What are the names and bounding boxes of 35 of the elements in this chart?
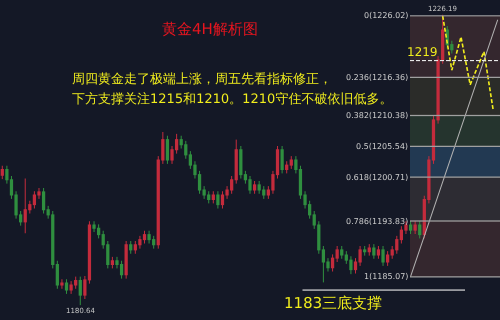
candlestick <box>216 190 220 209</box>
ref-line-label: 1(1185.07) <box>364 272 408 281</box>
ref-line-label: 0.382(1210.38) <box>346 111 408 120</box>
ref-line-label: 0.618(1200.71) <box>346 173 408 182</box>
annotation: 下方支撑关注1215和1210。1210守住不破依旧低多。 <box>72 91 392 107</box>
candlestick <box>64 278 68 294</box>
candlestick <box>408 220 412 234</box>
text: 周四黄金走了极端上涨，周五先看指标修正， <box>72 72 332 87</box>
candlestick <box>414 220 417 234</box>
candlestick <box>418 220 422 239</box>
candlestick <box>0 165 4 180</box>
candlestick <box>252 180 256 194</box>
candlestick <box>368 244 371 256</box>
candlestick <box>120 260 124 280</box>
candlestick <box>60 278 64 290</box>
candlestick <box>124 240 128 280</box>
ref-line-label: 0.5(1205.54) <box>356 142 408 151</box>
candlestick <box>372 244 376 260</box>
candlestick <box>381 246 385 266</box>
text: 黄金4H解析图 <box>162 20 258 38</box>
ref-line-label: 0(1226.02) <box>364 11 408 20</box>
candlestick <box>376 246 380 260</box>
ref-line-label: 1183三底支撑 <box>284 294 382 312</box>
ref-line-label: 0.236(1216.36) <box>346 73 408 82</box>
candlestick <box>110 256 114 269</box>
ref-line-label: 0.786(1193.83) <box>346 217 408 226</box>
candlestick <box>212 190 215 204</box>
candlestick <box>142 230 146 244</box>
ref-line-label: 1219 <box>407 45 438 59</box>
candlestick <box>363 246 366 256</box>
candlestick <box>248 175 252 194</box>
candlestick <box>129 240 132 254</box>
candlestick <box>280 145 284 174</box>
candlestick <box>166 135 170 164</box>
candlestick <box>78 276 82 306</box>
